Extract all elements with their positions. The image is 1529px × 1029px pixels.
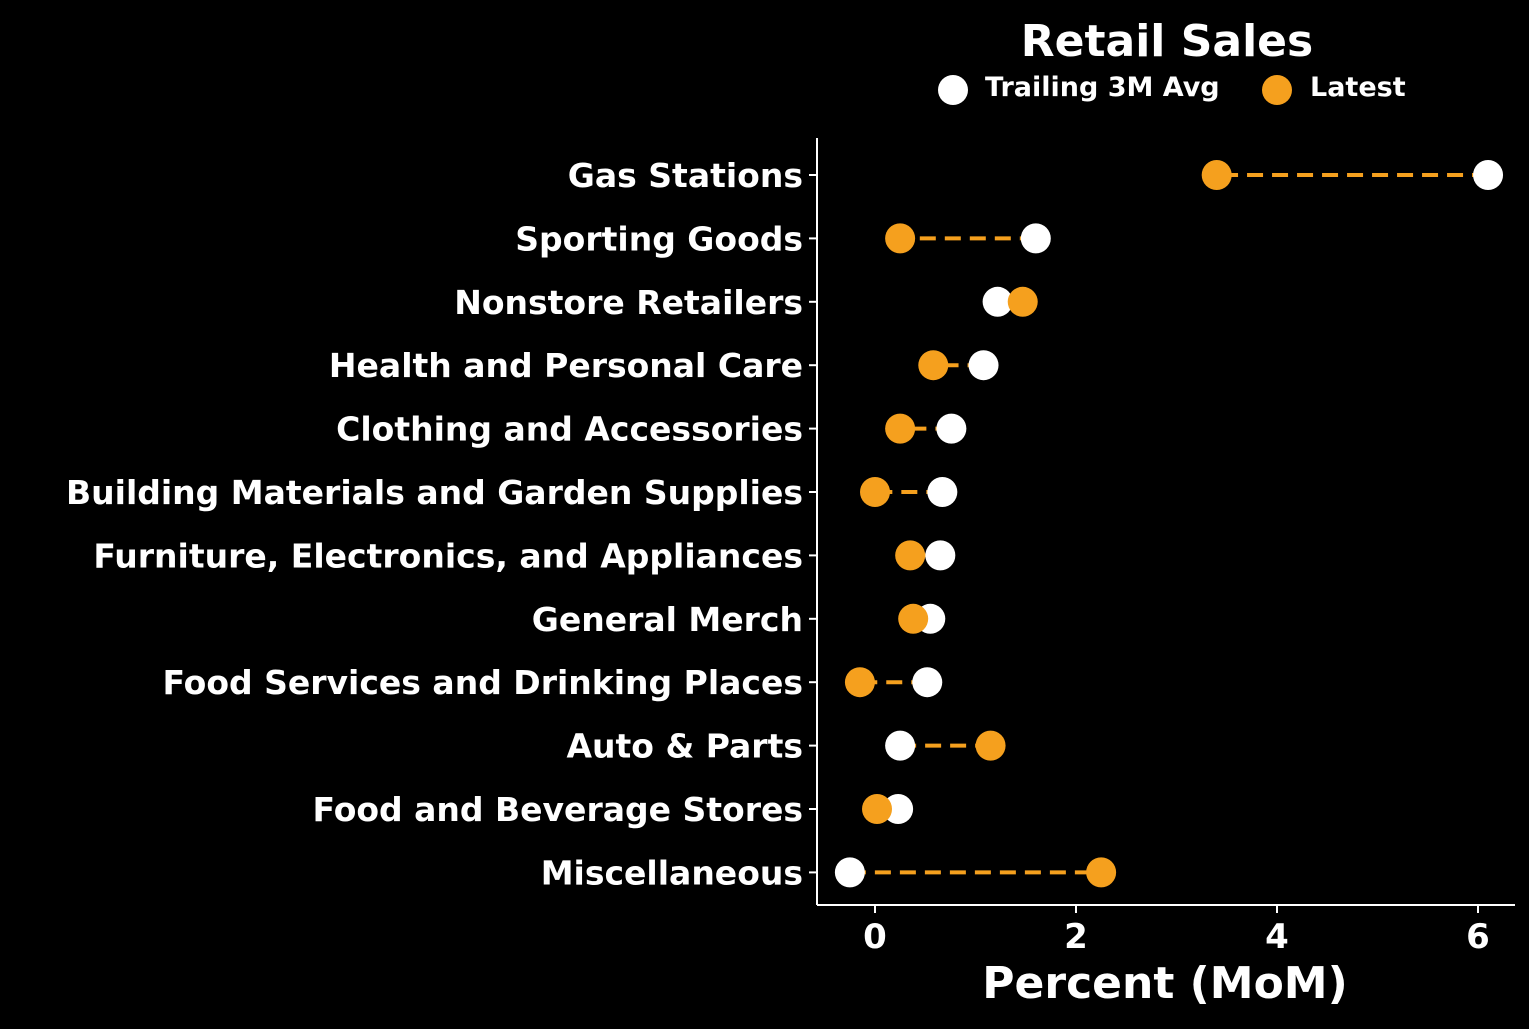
legend-label-latest: Latest <box>1310 72 1406 103</box>
category-label: Food Services and Drinking Places <box>162 663 803 702</box>
category-label: Food and Beverage Stores <box>312 790 803 829</box>
latest-point <box>862 794 893 824</box>
latest-point <box>1007 286 1038 317</box>
latest-point <box>860 477 890 507</box>
latest-point <box>1086 857 1117 888</box>
category-label: Sporting Goods <box>515 219 803 258</box>
trailing-3m-avg-point <box>927 477 958 507</box>
legend-label-trailing: Trailing 3M Avg <box>985 72 1220 103</box>
x-axis-ticks: 0 2 4 6 <box>863 905 1490 957</box>
category-label: Auto & Parts <box>567 727 804 766</box>
trailing-3m-avg-point <box>885 730 916 761</box>
latest-point <box>975 730 1006 761</box>
category-label: Clothing and Accessories <box>336 410 803 449</box>
legend-marker-trailing <box>938 75 968 105</box>
trailing-3m-avg-point <box>834 857 865 888</box>
category-label: Nonstore Retailers <box>454 283 803 322</box>
legend: Trailing 3M Avg Latest <box>938 72 1406 105</box>
chart-title: Retail Sales <box>1021 16 1313 67</box>
trailing-3m-avg-point <box>968 350 999 381</box>
trailing-3m-avg-point <box>982 286 1013 317</box>
latest-point <box>844 667 875 698</box>
category-label: Gas Stations <box>568 156 803 195</box>
trailing-3m-avg-point <box>925 540 956 571</box>
x-tick-label: 0 <box>863 917 887 957</box>
y-axis-ticks: Gas Stations Sporting Goods Nonstore Retai… <box>66 156 817 892</box>
latest-point <box>885 413 916 444</box>
trailing-3m-avg-point <box>936 413 967 444</box>
x-tick-label: 2 <box>1064 917 1088 957</box>
category-label: Miscellaneous <box>541 853 803 892</box>
category-label: General Merch <box>532 600 803 639</box>
latest-point <box>898 603 929 634</box>
latest-point <box>918 350 949 381</box>
plot-marks <box>834 160 1504 888</box>
latest-point <box>885 223 916 254</box>
legend-marker-latest <box>1262 75 1292 105</box>
trailing-3m-avg-point <box>1020 223 1051 254</box>
latest-point <box>1201 160 1232 190</box>
x-axis-label: Percent (MoM) <box>982 958 1347 1009</box>
x-tick-label: 4 <box>1265 917 1289 957</box>
trailing-3m-avg-point <box>883 794 914 824</box>
trailing-3m-avg-point <box>912 667 943 698</box>
x-tick-label: 6 <box>1466 917 1490 957</box>
latest-point <box>895 540 926 571</box>
category-label: Health and Personal Care <box>329 346 803 385</box>
trailing-3m-avg-point <box>1473 160 1504 190</box>
category-label: Furniture, Electronics, and Appliances <box>93 536 803 575</box>
category-label: Building Materials and Garden Supplies <box>66 473 803 512</box>
